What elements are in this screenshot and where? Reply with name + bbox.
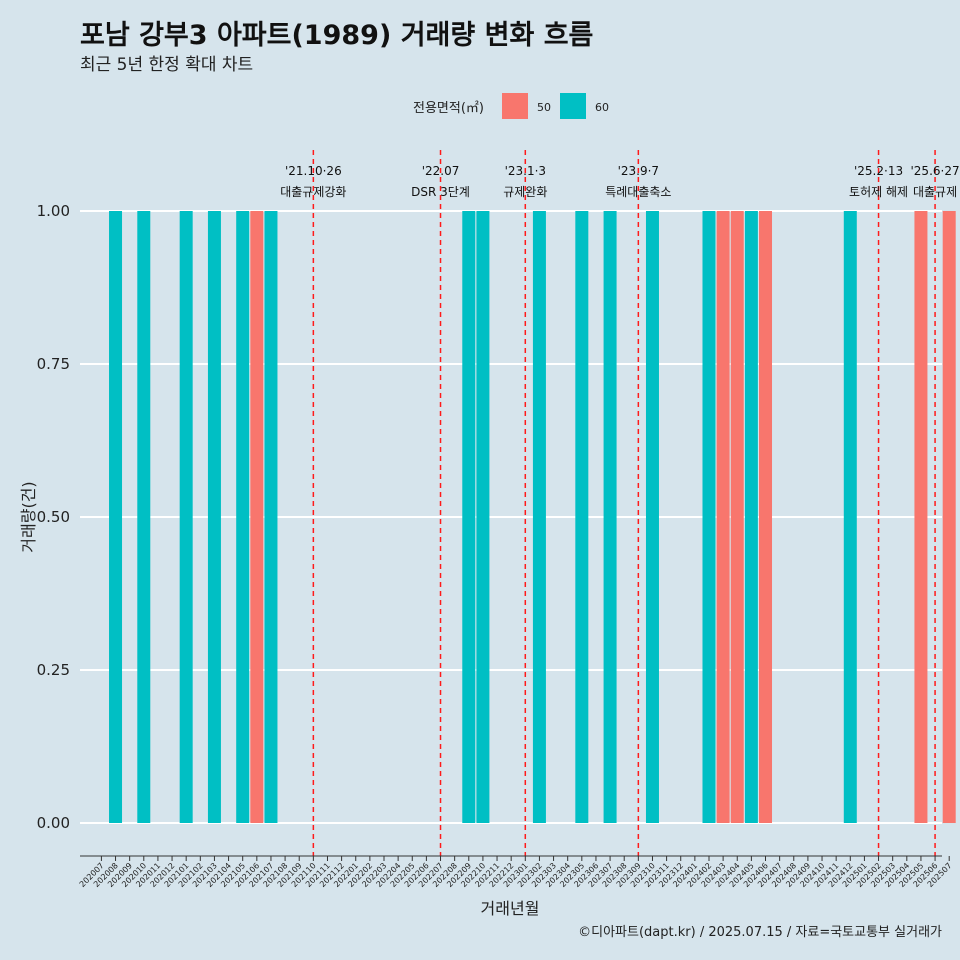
bars xyxy=(109,211,956,823)
event-label: 토허제 해제 xyxy=(849,185,908,199)
event-label: 대출규제 xyxy=(913,185,957,199)
bar-50-202507 xyxy=(942,211,956,823)
bar-60-202405 xyxy=(744,211,758,823)
legend-swatch-60 xyxy=(560,93,586,119)
bar-60-202103 xyxy=(207,211,221,823)
event-label: DSR 3단계 xyxy=(411,185,470,199)
legend-label-60: 60 xyxy=(595,101,609,114)
event-lines: '21.10·26 대출규제강화 '22.07 DSR 3단계 '23.1·3 규제완화 '… xyxy=(280,150,960,856)
event-label: 대출규제강화 xyxy=(280,185,346,199)
chart-title: 포남 강부3 아파트(1989) 거래량 변화 흐름 xyxy=(80,20,593,51)
x-axis: 2020072020082020092020102020112020122021… xyxy=(78,855,954,889)
bar-50-202106 xyxy=(250,211,264,823)
event-date: '23.9·7 xyxy=(618,164,659,178)
event-date: '25.6·27 xyxy=(911,164,960,178)
legend: 전용면적(㎡) 50 60 xyxy=(413,93,609,119)
event-date: '21.10·26 xyxy=(285,164,342,178)
grid xyxy=(80,210,942,824)
legend-swatch-50 xyxy=(502,93,528,119)
bar-60-202008 xyxy=(109,211,123,823)
bar-60-202302 xyxy=(532,211,546,823)
caption: ©디아파트(dapt.kr) / 2025.07.15 / 자료=국토교통부 실… xyxy=(578,925,942,940)
bar-60-202101 xyxy=(179,211,193,823)
bar-60-202209 xyxy=(462,211,476,823)
y-tick-label: 0.50 xyxy=(37,508,70,526)
bar-60-202310 xyxy=(645,211,659,823)
bar-60-202107 xyxy=(264,211,278,823)
chart-subtitle: 최근 5년 한정 확대 차트 xyxy=(80,55,253,75)
y-tick-label: 0.00 xyxy=(37,814,70,832)
legend-label-50: 50 xyxy=(537,101,551,114)
y-tick-label: 0.25 xyxy=(37,661,70,679)
bar-50-202403 xyxy=(716,211,730,823)
bar-60-202010 xyxy=(137,211,151,823)
bar-50-202406 xyxy=(759,211,773,823)
y-tick-label: 1.00 xyxy=(37,202,70,220)
bar-60-202412 xyxy=(843,211,857,823)
bar-50-202404 xyxy=(730,211,744,823)
x-axis-label: 거래년월 xyxy=(481,899,540,918)
event-date: '22.07 xyxy=(422,164,460,178)
bar-60-202402 xyxy=(702,211,716,823)
bar-50-202505 xyxy=(914,211,928,823)
event-label: 규제완화 xyxy=(503,185,547,199)
y-axis-ticks: 0.00 0.25 0.50 0.75 1.00 xyxy=(37,202,70,832)
bar-60-202210 xyxy=(476,211,490,823)
event-date: '25.2·13 xyxy=(854,164,903,178)
event-date: '23.1·3 xyxy=(505,164,546,178)
bar-60-202307 xyxy=(603,211,617,823)
x-axis-ticks: 2020072020082020092020102020112020122021… xyxy=(78,856,954,889)
y-axis-label: 거래량(건) xyxy=(19,481,38,552)
legend-title: 전용면적(㎡) xyxy=(413,101,484,116)
y-tick-label: 0.75 xyxy=(37,355,70,373)
event-label: 특례대출축소 xyxy=(605,185,671,199)
bar-60-202105 xyxy=(236,211,250,823)
bar-60-202305 xyxy=(575,211,589,823)
